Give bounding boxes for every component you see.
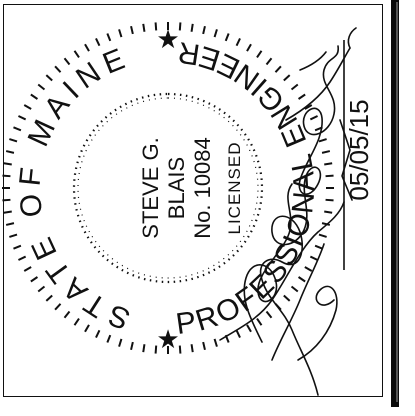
seal-tick — [325, 198, 334, 202]
seal-tick — [9, 138, 18, 143]
seal-tick — [283, 294, 291, 302]
seal-tick — [18, 255, 27, 261]
seal-tick — [106, 33, 112, 42]
seal-tick — [142, 344, 146, 353]
seal-tick — [63, 310, 71, 319]
seal-tick — [178, 22, 182, 31]
seal-status-text: LICENSED — [225, 141, 244, 234]
seal-tick — [30, 93, 39, 100]
seal-tick — [321, 150, 331, 154]
seal-tick — [73, 50, 80, 59]
seal-tick — [309, 115, 318, 121]
seal-tick — [2, 174, 11, 178]
seal-tick — [154, 22, 158, 31]
seal-tick — [130, 25, 134, 35]
seal-tick — [130, 341, 134, 351]
seal-tick — [13, 126, 22, 132]
seal-tick — [309, 255, 318, 261]
seal-tick — [5, 150, 15, 154]
seal-tick — [84, 43, 90, 52]
seal-tick — [297, 276, 306, 283]
seal-tick — [190, 23, 194, 32]
seal-tick — [256, 317, 263, 326]
engineer-seal: STATE OF MAINE PROFESSIONAL ENGINEER ★ ★… — [2, 22, 334, 354]
seal-tick — [202, 341, 206, 351]
seal-name-line-2: BLAIS — [164, 157, 189, 219]
seal-ring-top-text: STATE OF MAINE — [13, 40, 134, 335]
seal-tick — [283, 74, 291, 82]
seal-tick — [304, 266, 313, 272]
seal-star-icon: ★ — [156, 24, 179, 54]
seal-tick — [235, 38, 241, 47]
seal-tick — [224, 33, 230, 42]
seal-tick — [45, 294, 53, 302]
seal-tick — [318, 233, 327, 238]
seal-tick — [23, 266, 32, 272]
seal-tick — [2, 198, 11, 202]
seal-tick — [324, 162, 333, 166]
seal-tick — [246, 324, 252, 333]
seal-tick — [45, 74, 53, 82]
seal-dotted-circle — [72, 92, 264, 284]
seal-tick — [118, 338, 123, 347]
seal-tick — [3, 162, 12, 166]
seal-tick — [202, 25, 206, 35]
seal-tick — [73, 317, 80, 326]
seal-tick — [213, 338, 218, 347]
seal-tick — [95, 329, 101, 338]
seal-tick — [304, 104, 313, 110]
seal-tick — [18, 115, 27, 121]
seal-tick — [274, 65, 282, 73]
seal-tick — [297, 93, 306, 100]
seal-tick-ring — [2, 22, 334, 354]
seal-tick — [37, 83, 46, 91]
seal-name-line-1: STEVE G. — [138, 137, 163, 238]
seal-tick — [235, 329, 241, 338]
page-edge-line — [396, 2, 398, 402]
seal-tick — [290, 83, 299, 91]
seal-tick — [3, 210, 12, 214]
seal-tick — [63, 57, 71, 66]
signature-date: 05/05/15 — [344, 99, 374, 200]
page-edge-bar — [391, 0, 399, 407]
seal-tick — [246, 43, 252, 52]
seal-tick — [30, 276, 39, 283]
seal-tick — [95, 38, 101, 47]
seal-tick — [265, 310, 273, 319]
seal-tick — [256, 50, 263, 59]
seal-tick — [213, 29, 218, 38]
seal-tick — [37, 285, 46, 293]
seal-tick — [325, 174, 334, 178]
seal-tick — [54, 303, 62, 311]
seal-tick — [318, 138, 327, 143]
seal-tick — [314, 244, 323, 250]
seal-tick — [321, 222, 331, 226]
seal-tick — [84, 324, 90, 333]
seal-tick — [13, 244, 22, 250]
seal-tick — [54, 65, 62, 73]
seal-tick — [106, 334, 112, 343]
svg-text:05/05/15: 05/05/15 — [344, 99, 374, 200]
seal-tick — [23, 104, 32, 110]
seal-tick — [5, 222, 15, 226]
seal-tick — [324, 210, 333, 214]
seal-tick — [265, 57, 273, 66]
seal-tick — [290, 285, 299, 293]
seal-tick — [142, 23, 146, 32]
seal-tick — [9, 233, 18, 238]
seal-license-number: No. 10084 — [190, 137, 215, 239]
seal-tick — [190, 344, 194, 353]
seal-tick — [118, 29, 123, 38]
seal-tick — [178, 345, 182, 354]
seal-tick — [154, 345, 158, 354]
seal-star-icon: ★ — [156, 324, 179, 354]
